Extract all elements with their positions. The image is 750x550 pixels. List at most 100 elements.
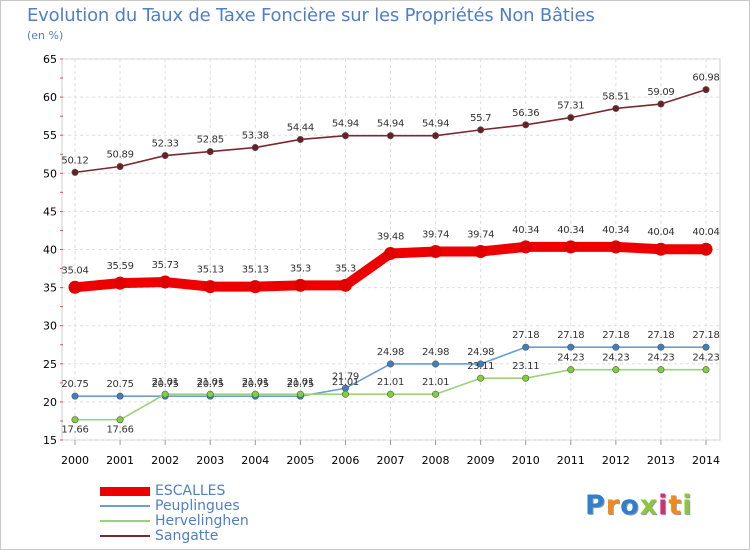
legend-item-peuplingues[interactable]: Peuplingues xyxy=(100,498,320,514)
point-hervelinghen-2009[interactable] xyxy=(477,374,485,382)
point-escalles-2007[interactable] xyxy=(384,246,397,260)
y-tick-label: 50 xyxy=(43,167,57,180)
data-label-escalles-2013: 40.04 xyxy=(647,227,674,238)
point-peuplingues-2008[interactable] xyxy=(432,360,440,368)
point-hervelinghen-2010[interactable] xyxy=(522,374,530,382)
data-label-sangatte-2002: 52.33 xyxy=(152,139,179,150)
x-tick-label: 2013 xyxy=(647,454,675,467)
data-label-peuplingues-2007: 24.98 xyxy=(377,347,404,358)
data-label-peuplingues-2004: 20.75 xyxy=(242,379,269,390)
point-hervelinghen-2007[interactable] xyxy=(386,390,394,398)
data-label-sangatte-2008: 54.94 xyxy=(422,119,449,130)
data-label-hervelinghen-2009: 23.11 xyxy=(467,361,494,372)
data-label-peuplingues-2008: 24.98 xyxy=(422,347,449,358)
point-peuplingues-2009[interactable] xyxy=(477,360,485,368)
x-tick-label: 2014 xyxy=(692,454,720,467)
point-escalles-2003[interactable] xyxy=(203,280,217,294)
point-hervelinghen-2002[interactable] xyxy=(161,390,169,398)
data-label-escalles-2005: 35.3 xyxy=(290,263,311,274)
point-sangatte-2000[interactable] xyxy=(71,168,79,176)
point-sangatte-2012[interactable] xyxy=(612,104,620,112)
point-sangatte-2006[interactable] xyxy=(341,132,349,140)
point-hervelinghen-2000[interactable] xyxy=(71,416,79,424)
point-hervelinghen-2008[interactable] xyxy=(432,390,440,398)
legend-item-sangatte[interactable]: Sangatte xyxy=(100,528,320,544)
point-hervelinghen-2012[interactable] xyxy=(612,366,620,374)
legend-swatch-escalles xyxy=(100,487,150,496)
legend-item-hervelinghen[interactable]: Hervelinghen xyxy=(100,513,320,529)
point-peuplingues-2014[interactable] xyxy=(702,343,710,351)
point-escalles-2000[interactable] xyxy=(68,280,82,294)
point-sangatte-2002[interactable] xyxy=(161,152,169,160)
point-escalles-2013[interactable] xyxy=(654,242,668,256)
legend-label-sangatte: Sangatte xyxy=(155,528,219,544)
point-sangatte-2005[interactable] xyxy=(296,135,304,143)
data-label-hervelinghen-2002: 21.01 xyxy=(152,377,179,388)
point-hervelinghen-2013[interactable] xyxy=(657,366,665,374)
point-escalles-2009[interactable] xyxy=(474,244,488,258)
point-sangatte-2001[interactable] xyxy=(116,163,124,171)
point-peuplingues-2011[interactable] xyxy=(567,343,575,351)
y-tick-label: 45 xyxy=(43,205,57,218)
point-escalles-2005[interactable] xyxy=(293,278,307,292)
point-sangatte-2011[interactable] xyxy=(567,114,575,122)
legend-item-escalles[interactable]: ESCALLES xyxy=(100,483,320,499)
x-tick-label: 2011 xyxy=(557,454,585,467)
point-sangatte-2014[interactable] xyxy=(702,86,710,94)
data-label-hervelinghen-2000: 17.66 xyxy=(61,425,88,436)
x-tick-label: 2010 xyxy=(512,454,540,467)
point-peuplingues-2010[interactable] xyxy=(522,343,530,351)
point-escalles-2008[interactable] xyxy=(429,244,443,258)
point-escalles-2010[interactable] xyxy=(519,240,533,254)
logo-letter: r xyxy=(605,490,621,521)
point-hervelinghen-2003[interactable] xyxy=(206,390,214,398)
point-sangatte-2009[interactable] xyxy=(477,126,485,134)
point-escalles-2001[interactable] xyxy=(113,276,127,290)
point-hervelinghen-2006[interactable] xyxy=(341,390,349,398)
point-hervelinghen-2001[interactable] xyxy=(116,416,124,424)
point-sangatte-2007[interactable] xyxy=(386,132,394,140)
point-sangatte-2004[interactable] xyxy=(251,144,259,152)
data-label-hervelinghen-2003: 21.01 xyxy=(197,377,224,388)
point-hervelinghen-2005[interactable] xyxy=(296,390,304,398)
point-escalles-2011[interactable] xyxy=(564,240,578,254)
point-hervelinghen-2014[interactable] xyxy=(702,366,710,374)
point-escalles-2014[interactable] xyxy=(699,242,713,256)
point-hervelinghen-2004[interactable] xyxy=(251,390,259,398)
point-hervelinghen-2011[interactable] xyxy=(567,366,575,374)
data-label-sangatte-2010: 56.36 xyxy=(512,108,539,119)
data-label-hervelinghen-2008: 21.01 xyxy=(422,377,449,388)
point-escalles-2002[interactable] xyxy=(158,275,172,289)
point-peuplingues-2007[interactable] xyxy=(386,360,394,368)
point-escalles-2012[interactable] xyxy=(609,240,623,254)
legend-swatch-hervelinghen xyxy=(100,520,150,522)
point-sangatte-2010[interactable] xyxy=(522,121,530,129)
y-tick-label: 15 xyxy=(43,434,57,447)
data-label-peuplingues-2003: 20.75 xyxy=(197,379,224,390)
x-tick-label: 2004 xyxy=(241,454,269,467)
point-sangatte-2003[interactable] xyxy=(206,148,214,156)
data-label-escalles-2011: 40.34 xyxy=(557,225,584,236)
point-escalles-2004[interactable] xyxy=(248,280,262,294)
data-label-escalles-2006: 35.3 xyxy=(335,263,356,274)
point-sangatte-2008[interactable] xyxy=(432,132,440,140)
data-label-escalles-2007: 39.48 xyxy=(377,231,404,242)
data-label-hervelinghen-2004: 21.01 xyxy=(242,377,269,388)
legend-label-hervelinghen: Hervelinghen xyxy=(155,513,249,529)
chart-title: Evolution du Taux de Taxe Foncière sur l… xyxy=(27,5,595,26)
point-peuplingues-2001[interactable] xyxy=(116,392,124,400)
point-peuplingues-2012[interactable] xyxy=(612,343,620,351)
legend-label-escalles: ESCALLES xyxy=(155,483,226,499)
data-label-hervelinghen-2005: 21.01 xyxy=(287,377,314,388)
point-peuplingues-2000[interactable] xyxy=(71,392,79,400)
data-labels: 50.12 50.89 52.33 52.85 53.38 54.44 54.94 54.94… xyxy=(61,73,719,436)
point-escalles-2006[interactable] xyxy=(338,278,352,292)
x-tick-label: 2003 xyxy=(196,454,224,467)
data-label-hervelinghen-2007: 21.01 xyxy=(377,377,404,388)
point-peuplingues-2013[interactable] xyxy=(657,343,665,351)
logo-letter: i xyxy=(682,490,693,521)
point-sangatte-2013[interactable] xyxy=(657,100,665,108)
data-label-peuplingues-2014: 27.18 xyxy=(692,330,719,341)
data-label-hervelinghen-2006: 21.01 xyxy=(332,377,359,388)
proxiti-logo: Proxiti xyxy=(585,490,693,521)
